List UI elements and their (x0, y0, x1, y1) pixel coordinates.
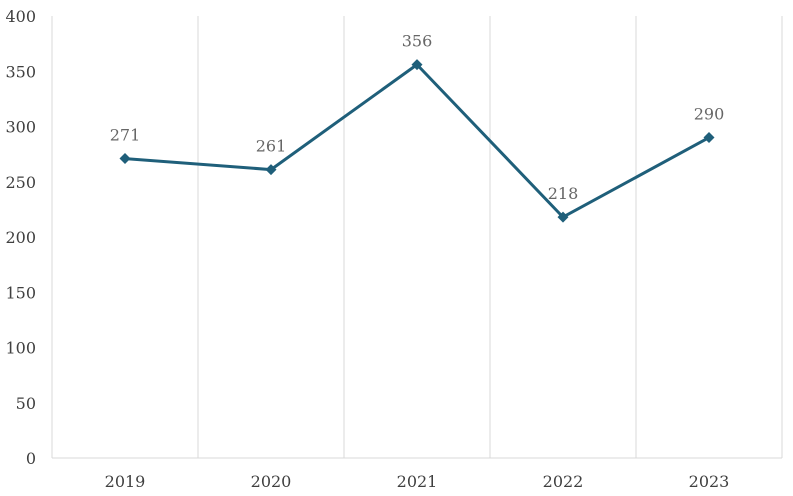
x-tick-label: 2019 (105, 472, 146, 491)
y-tick-label: 300 (5, 118, 36, 137)
data-point-marker (119, 153, 131, 165)
y-tick-label: 400 (5, 7, 36, 26)
data-label: 290 (694, 105, 725, 124)
data-label: 271 (110, 126, 141, 145)
y-tick-label: 150 (5, 283, 36, 302)
data-label: 261 (256, 137, 287, 156)
series-layer (119, 59, 715, 223)
data-point-marker (703, 132, 715, 144)
data-labels: 271 261 356 218 290 (110, 32, 725, 203)
data-label: 218 (548, 184, 579, 203)
x-tick-label: 2020 (251, 472, 292, 491)
data-point-marker (265, 164, 277, 176)
x-axis-tick-labels: 2019 2020 2021 2022 2023 (105, 472, 730, 491)
y-tick-label: 50 (16, 394, 36, 413)
x-tick-label: 2023 (689, 472, 730, 491)
x-tick-label: 2021 (397, 472, 438, 491)
data-label: 356 (402, 32, 433, 51)
series-line (123, 63, 711, 219)
data-point-marker (411, 59, 423, 71)
y-tick-label: 250 (5, 173, 36, 192)
y-tick-label: 200 (5, 228, 36, 247)
y-tick-label: 100 (5, 339, 36, 358)
grid-lines (51, 16, 783, 458)
x-tick-label: 2022 (543, 472, 584, 491)
y-tick-label: 350 (5, 62, 36, 81)
y-tick-label: 0 (26, 449, 36, 468)
data-point-marker (557, 211, 569, 223)
y-axis-tick-labels: 0 50 100 150 200 250 300 350 400 (5, 7, 36, 468)
